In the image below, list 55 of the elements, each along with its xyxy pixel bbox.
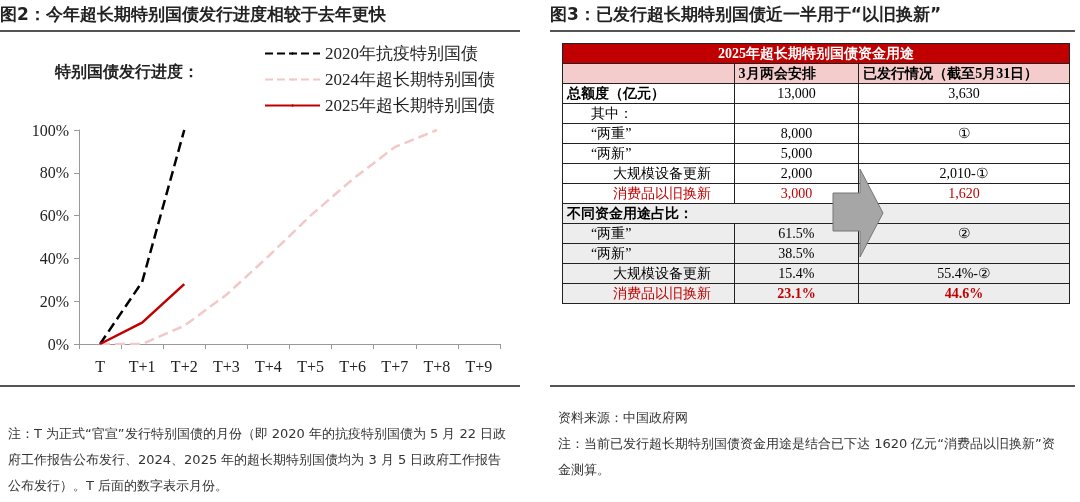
text: 注：当前已发行超长期特别国债资金用途是结合已下达 1620 亿元“消费品以旧换新”资金测算。 bbox=[558, 435, 1056, 479]
text: ② bbox=[957, 226, 971, 241]
x-tick-label: T bbox=[95, 357, 106, 375]
text: 3,630 bbox=[948, 85, 980, 101]
category-label: 消费品以旧换新 bbox=[613, 285, 711, 301]
text: 图3：已发行超长期特别国债近一半用于“以旧换新” bbox=[550, 0, 1075, 32]
x-tick-label: T+8 bbox=[423, 357, 451, 375]
text: 1,620 bbox=[948, 185, 980, 201]
x-tick-label: T+7 bbox=[381, 357, 409, 375]
legend-label: 2024年超长期特别国债 bbox=[325, 70, 495, 89]
y-tick-label: 60% bbox=[39, 207, 69, 225]
legend-title: 特别国债发行进度： bbox=[54, 61, 199, 81]
text: 44.6% bbox=[944, 285, 984, 301]
category-label: 3月两会安排 bbox=[734, 63, 859, 84]
x-tick-label: T+3 bbox=[212, 357, 240, 375]
text: 5,000 bbox=[780, 145, 813, 161]
text: 2,010-① bbox=[939, 166, 989, 181]
x-tick-label: T+6 bbox=[339, 357, 367, 375]
category-label: 其中： bbox=[591, 105, 633, 121]
x-tick-label: T+2 bbox=[170, 357, 198, 375]
chart-title: 图2：今年超长期特别国债发行进度相较于去年更快 bbox=[0, 0, 520, 32]
category-label: 已发行情况（截至5月31日） bbox=[858, 63, 1070, 84]
text: 8,000 bbox=[780, 125, 813, 141]
legend-label: 2025年超长期特别国债 bbox=[325, 96, 495, 115]
category-label: 总额度（亿元） bbox=[567, 85, 665, 101]
y-tick-label: 100% bbox=[31, 121, 69, 139]
category-label: “两重” bbox=[591, 225, 632, 241]
x-tick-label: T+4 bbox=[255, 357, 282, 375]
text: ① bbox=[957, 126, 971, 141]
y-tick-label: 80% bbox=[39, 164, 69, 182]
text: 23.1% bbox=[777, 285, 816, 301]
text: 注：T 为正式“官宣”发行特别国债的月份（即 2020 年的抗疫特别国债为 5 月 22 日政府工作报告公布发行、2024、2025 年的超长期特别国债均为 3 月 5 日政府工作报告公布发行）。T 后面的数字表示月份。 bbox=[8, 425, 508, 495]
category-label: “两新” bbox=[591, 245, 632, 261]
text: 15.4% bbox=[778, 265, 815, 281]
y-tick-label: 40% bbox=[39, 249, 69, 267]
text: 3,000 bbox=[780, 185, 813, 201]
category-label: 消费品以旧换新 bbox=[613, 185, 711, 201]
text: 61.5% bbox=[778, 225, 815, 241]
x-tick-label: T+5 bbox=[297, 357, 324, 375]
y-tick-label: 20% bbox=[39, 292, 69, 310]
text: 55.4%-② bbox=[937, 266, 992, 281]
category-label: 大规模设备更新 bbox=[613, 165, 711, 181]
text: 38.5% bbox=[778, 245, 815, 261]
category-label: 不同资金用途占比： bbox=[567, 205, 693, 221]
y-tick-label: 0% bbox=[47, 335, 69, 353]
x-tick-label: T+1 bbox=[128, 357, 156, 375]
text: 2025年超长期特别国债资金用途 bbox=[562, 43, 1070, 64]
text: 13,000 bbox=[777, 85, 816, 101]
x-tick-label: T+9 bbox=[465, 357, 493, 375]
text: 2,000 bbox=[780, 165, 813, 181]
legend-label: 2020年抗疫特别国债 bbox=[325, 44, 478, 63]
category-label: “两新” bbox=[591, 145, 632, 161]
text: 资料来源：中国政府网 bbox=[558, 409, 689, 427]
category-label: 大规模设备更新 bbox=[613, 265, 711, 281]
category-label: “两重” bbox=[591, 125, 632, 141]
